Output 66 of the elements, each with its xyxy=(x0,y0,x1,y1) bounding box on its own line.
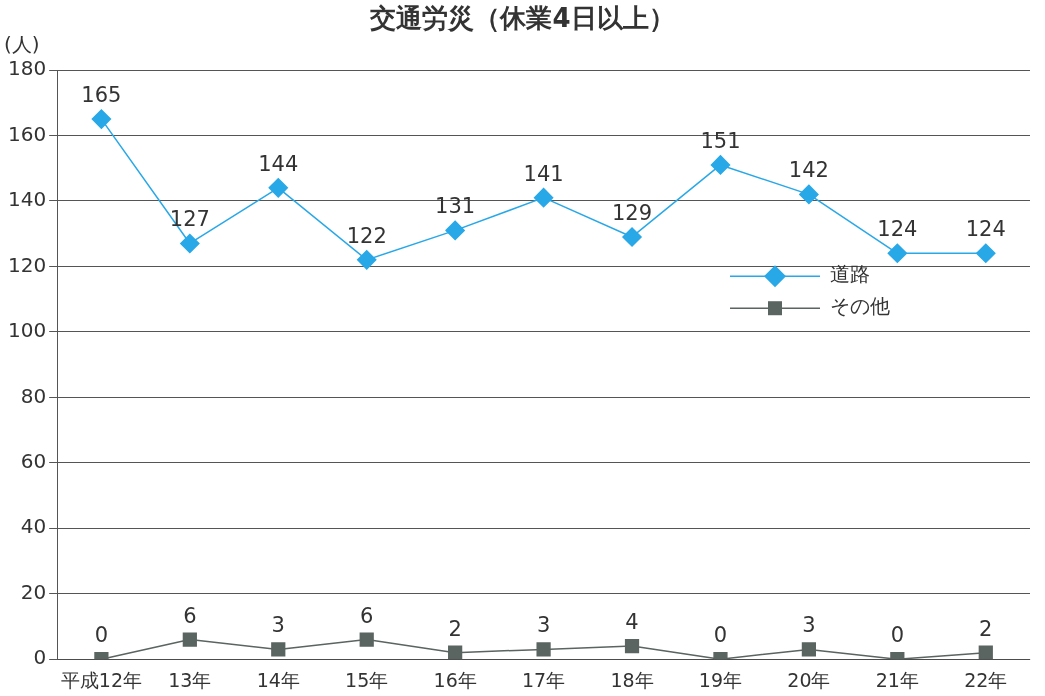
legend-label: その他 xyxy=(830,294,890,319)
y-tick-label: 80 xyxy=(20,383,47,408)
data-label: 142 xyxy=(788,158,829,183)
x-tick-label: 15年 xyxy=(345,668,389,691)
x-tick-label: 21年 xyxy=(875,668,919,691)
data-label: 122 xyxy=(346,223,387,248)
data-label: 6 xyxy=(360,603,374,628)
point xyxy=(533,187,554,208)
data-label: 4 xyxy=(625,610,639,635)
data-label: 3 xyxy=(802,613,816,638)
point xyxy=(448,645,463,660)
y-tick-label: 20 xyxy=(20,579,47,604)
point xyxy=(356,250,377,270)
y-tick-label: 120 xyxy=(7,252,47,277)
y-tick-label: 140 xyxy=(7,187,47,212)
point xyxy=(359,632,374,647)
x-tick-label: 19年 xyxy=(698,668,743,691)
x-tick-label: 13年 xyxy=(168,668,212,691)
point xyxy=(271,642,286,657)
point xyxy=(976,243,996,264)
x-tick-label: 20年 xyxy=(787,668,831,691)
data-label: 141 xyxy=(523,161,564,186)
y-tick-label: 160 xyxy=(7,121,47,146)
point xyxy=(91,109,112,129)
point xyxy=(801,642,817,657)
data-label: 165 xyxy=(81,83,122,108)
y-tick-label: 0 xyxy=(33,645,47,670)
point xyxy=(268,178,289,198)
legend-label: 道路 xyxy=(830,262,870,287)
data-label: 0 xyxy=(890,623,905,648)
point xyxy=(445,220,465,241)
data-label: 129 xyxy=(611,200,653,225)
data-label: 0 xyxy=(94,623,109,648)
point xyxy=(180,233,200,254)
point xyxy=(887,243,908,264)
x-tick-label: 22年 xyxy=(964,668,1008,691)
x-tick-label: 16年 xyxy=(433,668,477,691)
y-tick-label: 60 xyxy=(20,449,47,473)
point xyxy=(710,155,731,175)
x-tick-label: 17年 xyxy=(521,668,566,691)
point xyxy=(978,645,993,660)
data-label: 127 xyxy=(169,207,210,232)
data-label: 151 xyxy=(700,128,741,153)
x-tick-label: 14年 xyxy=(256,668,300,691)
x-tick-label: 平成12年 xyxy=(60,668,142,691)
y-tick-label: 40 xyxy=(20,514,47,539)
y-axis-title: (人) xyxy=(4,32,40,57)
data-label: 131 xyxy=(435,194,476,219)
point xyxy=(182,632,197,647)
point xyxy=(536,642,551,657)
point xyxy=(622,227,642,247)
data-label: 144 xyxy=(258,151,299,176)
data-label: 6 xyxy=(183,603,197,628)
x-tick-label: 18年 xyxy=(610,668,654,691)
point xyxy=(799,184,819,205)
y-tick-label: 180 xyxy=(7,56,47,81)
data-label: 124 xyxy=(877,217,918,242)
y-tick-label: 100 xyxy=(7,318,47,343)
data-label: 3 xyxy=(536,613,551,638)
data-label: 3 xyxy=(271,613,285,638)
data-label: 2 xyxy=(448,616,462,641)
data-label: 0 xyxy=(713,623,728,648)
chart-title: 交通労災（休業4日以上） xyxy=(370,3,675,33)
data-label: 2 xyxy=(979,616,993,641)
data-label: 124 xyxy=(965,217,1006,242)
point xyxy=(624,638,640,654)
